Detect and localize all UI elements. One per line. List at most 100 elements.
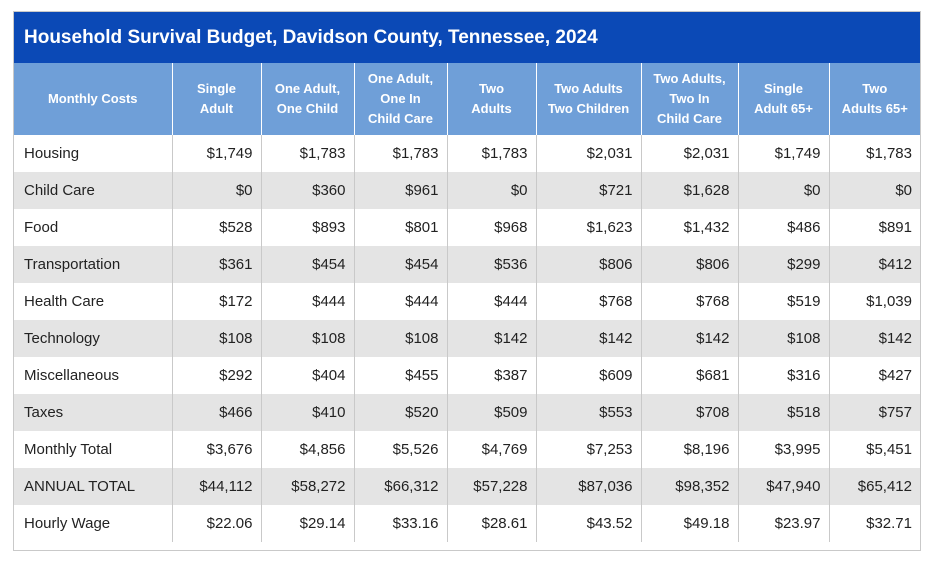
table-cell: $768	[536, 283, 642, 320]
table-row: Taxes $466 $410 $520 $509 $553 $708 $518 $757	[14, 394, 920, 431]
column-header: One Adult, One Child	[261, 63, 355, 135]
table-cell: $47,940	[738, 468, 830, 505]
table-cell: $142	[447, 320, 537, 357]
table-cell: $455	[354, 357, 448, 394]
table-cell: $466	[172, 394, 262, 431]
table-cell: $28.61	[447, 505, 537, 542]
table-cell: $316	[738, 357, 830, 394]
table-cell: $33.16	[354, 505, 448, 542]
table-cell: $22.06	[172, 505, 262, 542]
table-row: Housing $1,749 $1,783 $1,783 $1,783 $2,031 $2,…	[14, 135, 920, 172]
table-cell: $553	[536, 394, 642, 431]
table-cell: $23.97	[738, 505, 830, 542]
table-cell: $806	[536, 246, 642, 283]
table-cell: $361	[172, 246, 262, 283]
table-cell: $387	[447, 357, 537, 394]
table-cell: $708	[641, 394, 739, 431]
table-cell: $8,196	[641, 431, 739, 468]
table-cell: $1,039	[829, 283, 920, 320]
column-header: One Adult, One In Child Care	[354, 63, 448, 135]
table-cell: $108	[261, 320, 355, 357]
table-cell: $98,352	[641, 468, 739, 505]
row-label: Technology	[14, 320, 173, 357]
table-cell: $3,995	[738, 431, 830, 468]
table-cell: $1,783	[447, 135, 537, 172]
table-cell: $1,432	[641, 209, 739, 246]
column-header: Two Adults	[447, 63, 537, 135]
column-header: Two Adults, Two In Child Care	[641, 63, 739, 135]
table-cell: $968	[447, 209, 537, 246]
table-cell: $142	[641, 320, 739, 357]
table-cell: $1,783	[354, 135, 448, 172]
table-cell: $681	[641, 357, 739, 394]
column-header: Two Adults Two Children	[536, 63, 642, 135]
table-row: Food $528 $893 $801 $968 $1,623 $1,432 $486 $891	[14, 209, 920, 246]
table-cell: $536	[447, 246, 537, 283]
budget-table-frame: Household Survival Budget, Davidson Coun…	[13, 11, 921, 551]
table-cell: $486	[738, 209, 830, 246]
table-cell: $108	[172, 320, 262, 357]
table-cell: $1,628	[641, 172, 739, 209]
table-cell: $0	[738, 172, 830, 209]
table-row: Miscellaneous $292 $404 $455 $387 $609 $681 $31…	[14, 357, 920, 394]
table-row: Transportation $361 $454 $454 $536 $806 $806 $2…	[14, 246, 920, 283]
row-label: Health Care	[14, 283, 173, 320]
table-cell: $444	[261, 283, 355, 320]
table-cell: $768	[641, 283, 739, 320]
table-cell: $4,769	[447, 431, 537, 468]
table-cell: $893	[261, 209, 355, 246]
table-cell: $2,031	[641, 135, 739, 172]
table-cell: $29.14	[261, 505, 355, 542]
table-cell: $4,856	[261, 431, 355, 468]
table-cell: $1,783	[261, 135, 355, 172]
table-cell: $891	[829, 209, 920, 246]
table-cell: $66,312	[354, 468, 448, 505]
table-cell: $454	[261, 246, 355, 283]
row-label: ANNUAL TOTAL	[14, 468, 173, 505]
table-row: Health Care $172 $444 $444 $444 $768 $768 $519 $…	[14, 283, 920, 320]
table-cell: $509	[447, 394, 537, 431]
row-label: Food	[14, 209, 173, 246]
table-cell: $0	[829, 172, 920, 209]
table-cell: $519	[738, 283, 830, 320]
table-cell: $410	[261, 394, 355, 431]
table-cell: $43.52	[536, 505, 642, 542]
row-label: Hourly Wage	[14, 505, 173, 542]
table-cell: $108	[354, 320, 448, 357]
column-header-monthly-costs: Monthly Costs	[14, 63, 173, 135]
row-label: Taxes	[14, 394, 173, 431]
table-cell: $65,412	[829, 468, 920, 505]
table-cell: $801	[354, 209, 448, 246]
table-cell: $806	[641, 246, 739, 283]
table-cell: $292	[172, 357, 262, 394]
table-row: Technology $108 $108 $108 $142 $142 $142 $108 $1…	[14, 320, 920, 357]
table-row: Monthly Total $3,676 $4,856 $5,526 $4,769 $7,…	[14, 431, 920, 468]
table-cell: $58,272	[261, 468, 355, 505]
table-cell: $520	[354, 394, 448, 431]
row-label: Housing	[14, 135, 173, 172]
row-label: Miscellaneous	[14, 357, 173, 394]
table-cell: $0	[447, 172, 537, 209]
table-cell: $87,036	[536, 468, 642, 505]
table-cell: $1,783	[829, 135, 920, 172]
table-cell: $609	[536, 357, 642, 394]
table-cell: $32.71	[829, 505, 920, 542]
table-cell: $3,676	[172, 431, 262, 468]
table-cell: $0	[172, 172, 262, 209]
row-label: Child Care	[14, 172, 173, 209]
table-cell: $412	[829, 246, 920, 283]
table-cell: $49.18	[641, 505, 739, 542]
table-cell: $142	[829, 320, 920, 357]
table-row: Hourly Wage $22.06 $29.14 $33.16 $28.61 $43.5…	[14, 505, 920, 542]
table-cell: $7,253	[536, 431, 642, 468]
table-cell: $2,031	[536, 135, 642, 172]
row-label: Transportation	[14, 246, 173, 283]
budget-table: Monthly Costs Single Adult One Adult, One …	[14, 63, 920, 542]
column-header: Two Adults 65+	[829, 63, 920, 135]
table-cell: $299	[738, 246, 830, 283]
table-cell: $528	[172, 209, 262, 246]
table-cell: $5,451	[829, 431, 920, 468]
table-cell: $57,228	[447, 468, 537, 505]
table-cell: $454	[354, 246, 448, 283]
table-cell: $404	[261, 357, 355, 394]
